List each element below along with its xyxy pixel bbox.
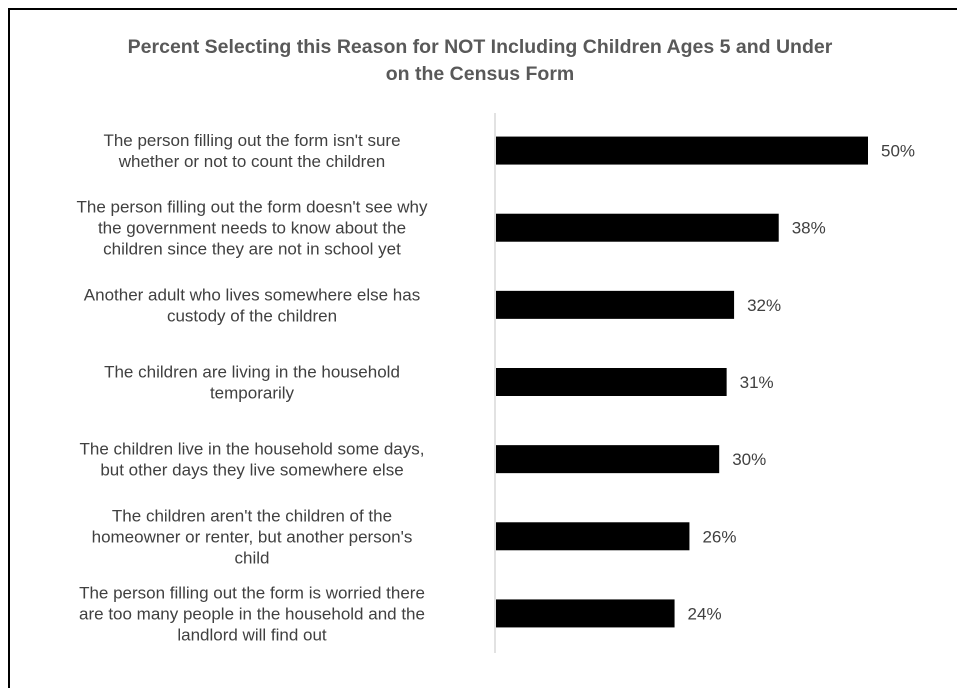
bar-1 bbox=[496, 136, 868, 165]
category-label-line: child bbox=[235, 548, 270, 567]
value-label-7: 24% bbox=[688, 604, 722, 623]
category-label-line: are too many people in the household and… bbox=[79, 604, 425, 623]
bar-7 bbox=[496, 599, 675, 628]
bars-group bbox=[496, 136, 868, 628]
value-label-6: 26% bbox=[702, 527, 736, 546]
category-label-4: The children are living in the household… bbox=[104, 363, 400, 403]
value-label-4: 31% bbox=[740, 373, 774, 392]
bar-4 bbox=[496, 368, 727, 396]
value-label-3: 32% bbox=[747, 296, 781, 315]
category-label-line: The children are living in the household bbox=[104, 363, 400, 382]
category-label-line: The person filling out the form isn't su… bbox=[103, 131, 400, 150]
category-label-6: The children aren't the children of the h… bbox=[92, 506, 413, 567]
category-label-7: The person filling out the form is worri… bbox=[79, 583, 425, 644]
category-label-3: Another adult who lives somewhere else h… bbox=[84, 285, 420, 325]
category-label-5: The children live in the household some … bbox=[80, 440, 425, 480]
category-label-line: The person filling out the form is worri… bbox=[79, 583, 425, 602]
category-label-line: custody of the children bbox=[167, 306, 337, 325]
category-label-line: The children live in the household some … bbox=[80, 440, 425, 459]
category-label-1: The person filling out the form isn't su… bbox=[103, 131, 400, 171]
category-labels-group: The person filling out the form isn't su… bbox=[77, 131, 428, 644]
category-label-line: temporarily bbox=[210, 384, 295, 403]
value-label-1: 50% bbox=[881, 142, 915, 161]
chart-title: Percent Selecting this Reason for NOT In… bbox=[127, 36, 833, 85]
category-label-line: whether or not to count the children bbox=[118, 152, 386, 171]
bar-3 bbox=[496, 290, 735, 319]
bar-2 bbox=[496, 213, 779, 242]
category-label-line: homeowner or renter, but another person'… bbox=[92, 527, 413, 546]
category-label-2: The person filling out the form doesn't … bbox=[77, 198, 428, 259]
bar-5 bbox=[496, 445, 720, 474]
bar-chart: 50% 38% 32% 31% 30% 26% 24% The person filling… bbox=[77, 113, 915, 653]
category-label-line: children since they are not in school ye… bbox=[103, 240, 401, 259]
value-label-2: 38% bbox=[792, 219, 826, 238]
bar-6 bbox=[496, 522, 690, 551]
category-label-line: but other days they live somewhere else bbox=[100, 461, 403, 480]
category-label-line: the government needs to know about the bbox=[98, 219, 406, 238]
category-label-line: landlord will find out bbox=[177, 625, 327, 644]
category-label-line: The children aren't the children of the bbox=[112, 506, 392, 525]
category-label-line: The person filling out the form doesn't … bbox=[77, 198, 428, 217]
value-label-5: 30% bbox=[732, 450, 766, 469]
chart-frame bbox=[8, 8, 957, 688]
category-label-line: Another adult who lives somewhere else h… bbox=[84, 285, 420, 304]
value-labels-group: 50% 38% 32% 31% 30% 26% 24% bbox=[688, 142, 915, 624]
